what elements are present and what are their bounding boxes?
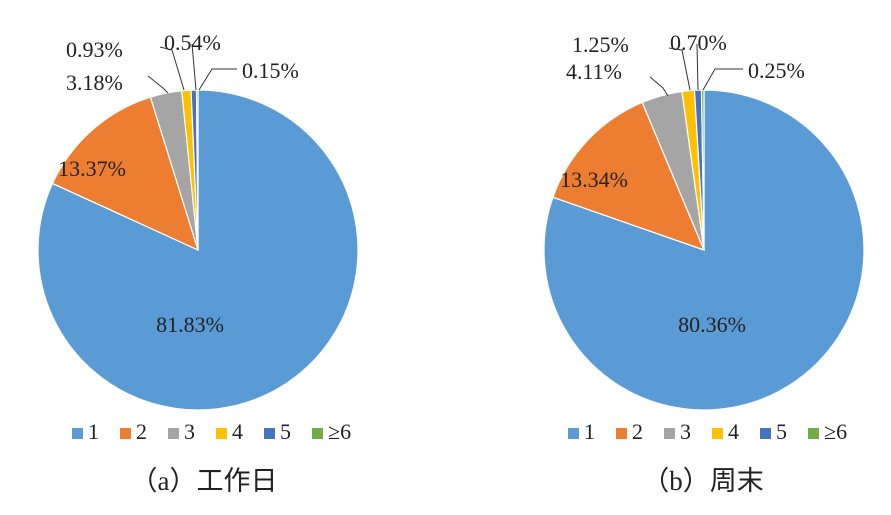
leader-line	[191, 43, 197, 91]
leader-line	[696, 43, 699, 91]
data-label: 13.37%	[58, 156, 126, 181]
legend-label: 4	[728, 419, 739, 444]
data-label: 0.15%	[242, 58, 299, 83]
data-label: 0.54%	[164, 30, 221, 55]
pie-slice-1	[543, 89, 865, 411]
leader-line	[702, 68, 743, 91]
legend-label: 5	[280, 419, 291, 444]
chart-title: （b）周末	[642, 466, 764, 496]
pie-slice-ge6	[700, 89, 705, 251]
pie-chart-b: 80.36% 13.34% 4.11%1.25% 0.70% 0.25% 1 2 3 4 5 ≥6 （…	[543, 30, 865, 496]
data-label: 1.25%	[572, 32, 629, 57]
legend-swatch	[120, 428, 131, 439]
data-label: 81.83%	[156, 312, 224, 337]
legend-swatch	[168, 428, 179, 439]
legend-label: 2	[632, 419, 643, 444]
data-label: 0.70%	[670, 30, 727, 55]
legend-swatch	[264, 428, 275, 439]
legend-swatch	[760, 428, 771, 439]
leader-line	[147, 75, 169, 94]
pie-slice-2	[552, 101, 706, 252]
legend: 1 2 3 4 5 ≥6	[568, 419, 847, 444]
legend-label: 1	[584, 419, 595, 444]
leader-line	[649, 76, 669, 97]
legend-swatch	[712, 428, 723, 439]
pie-slice-2	[51, 96, 199, 252]
legend: 1 2 3 4 5 ≥6	[72, 419, 351, 444]
data-label: 80.36%	[678, 312, 746, 337]
legend-label: 1	[88, 419, 99, 444]
leader-line	[159, 46, 185, 91]
legend-label: 3	[184, 419, 195, 444]
legend-swatch	[72, 428, 83, 439]
legend-swatch	[568, 428, 579, 439]
legend-label: ≥6	[328, 419, 351, 444]
data-label: 13.34%	[560, 167, 628, 192]
legend-label: 5	[776, 419, 787, 444]
legend-swatch	[808, 428, 819, 439]
leader-line	[198, 68, 237, 91]
legend-swatch	[664, 428, 675, 439]
legend-swatch	[216, 428, 227, 439]
data-label: 4.11%	[566, 59, 622, 84]
legend-label: 3	[680, 419, 691, 444]
pie-chart-a: 81.83% 13.37% 3.18% 0.93% 0.54% 0.15% 1 2 3 4 5 ≥6 （…	[37, 30, 359, 496]
legend-label: ≥6	[824, 419, 847, 444]
data-label: 3.18%	[66, 70, 123, 95]
chart-title: （a）工作日	[131, 466, 278, 496]
legend-swatch	[616, 428, 627, 439]
data-label: 0.93%	[66, 37, 123, 62]
legend-label: 2	[136, 419, 147, 444]
leader-line	[668, 47, 691, 91]
pie-slice-ge6	[195, 89, 199, 251]
data-label: 0.25%	[748, 58, 805, 83]
legend-swatch	[312, 428, 323, 439]
legend-label: 4	[232, 419, 243, 444]
